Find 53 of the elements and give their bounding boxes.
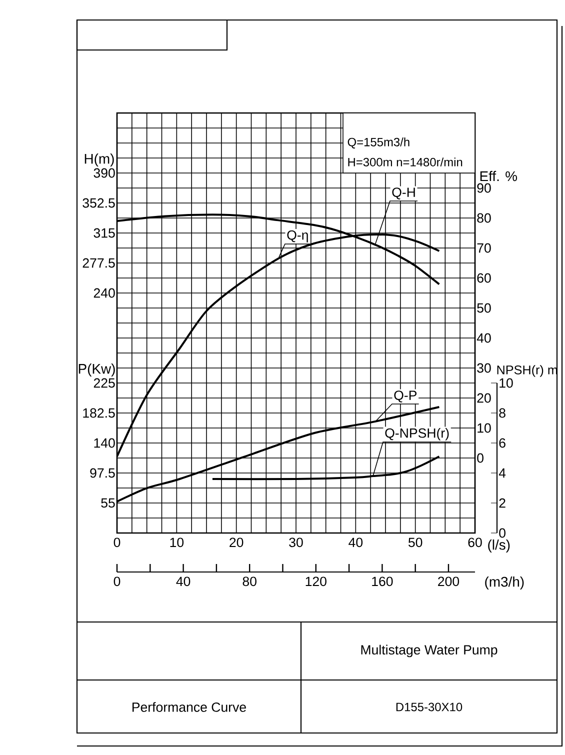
x-tick-label: 40 xyxy=(348,538,363,548)
y2-tick-label: 90 xyxy=(477,183,491,193)
y2-tick-label: 0 xyxy=(499,528,506,538)
y2-tick-label: 6 xyxy=(499,438,506,448)
y2-tick-label: 70 xyxy=(477,243,491,253)
annotation: Q=155m3/h xyxy=(348,138,410,148)
y-tick-label: 390 xyxy=(94,168,115,178)
y2-tick-label: 10 xyxy=(500,378,513,388)
y-tick-label: 315 xyxy=(94,228,115,238)
y2-axis-title: Eff. % xyxy=(480,170,518,182)
y2-tick-label: 60 xyxy=(477,273,491,283)
series-label: Q-P xyxy=(394,390,417,402)
y2-tick-label: 20 xyxy=(477,393,491,403)
y2-tick-label: 30 xyxy=(477,363,491,373)
x-tick-label: 10 xyxy=(170,538,184,548)
y-axis-title: H(m) xyxy=(84,154,114,166)
x-axis-title: (l/s) xyxy=(488,540,510,553)
y-tick-label: 277.5 xyxy=(82,258,115,268)
y-tick-label: 97.5 xyxy=(90,468,115,478)
y2-tick-label: 50 xyxy=(477,303,491,313)
x-tick-label: 60 xyxy=(468,538,482,548)
text: Multistage Water Pump xyxy=(361,644,498,658)
x-tick-label: 30 xyxy=(289,538,303,548)
y-tick-label: 55 xyxy=(101,498,115,508)
series-label: Q-η xyxy=(287,230,308,242)
x2-tick-label: 160 xyxy=(372,576,393,586)
x-tick-label: 50 xyxy=(408,538,422,548)
y2-tick-label: 0 xyxy=(477,453,484,463)
x-tick-label: 20 xyxy=(230,538,244,548)
x2-tick-label: 40 xyxy=(176,576,190,586)
y2-tick-label: 40 xyxy=(476,333,491,343)
annotation: H=300m n=1480r/min xyxy=(348,158,462,166)
y-tick-label: 352.5 xyxy=(82,198,115,208)
y-tick-label: 240 xyxy=(94,288,115,298)
y2-tick-label: 4 xyxy=(498,468,506,478)
y2-tick-label: 10 xyxy=(478,423,491,433)
text: Q-H xyxy=(392,188,415,200)
x2-tick-label: 0 xyxy=(114,576,120,586)
legend-label: Q-NPSH(r) xyxy=(385,428,449,440)
y-axis-title: P(Kw) xyxy=(78,364,115,376)
x2-tick-label: 200 xyxy=(438,576,460,586)
y2-tick-label: 8 xyxy=(499,408,506,418)
text: Performance Curve xyxy=(132,702,246,712)
x-tick-label: 0 xyxy=(114,538,120,548)
x2-tick-label: 80 xyxy=(242,576,256,586)
text: D155-30X10 xyxy=(396,702,462,712)
y2-tick-label: 80 xyxy=(477,213,491,223)
y-tick-label: 182.5 xyxy=(83,408,115,418)
y-tick-label: 140 xyxy=(94,438,115,448)
y-tick-label: 225 xyxy=(94,378,115,388)
x2-tick-label: 120 xyxy=(306,576,326,586)
y2-tick-label: 2 xyxy=(499,498,506,508)
x2-axis-title: (m3/h) xyxy=(485,576,524,590)
